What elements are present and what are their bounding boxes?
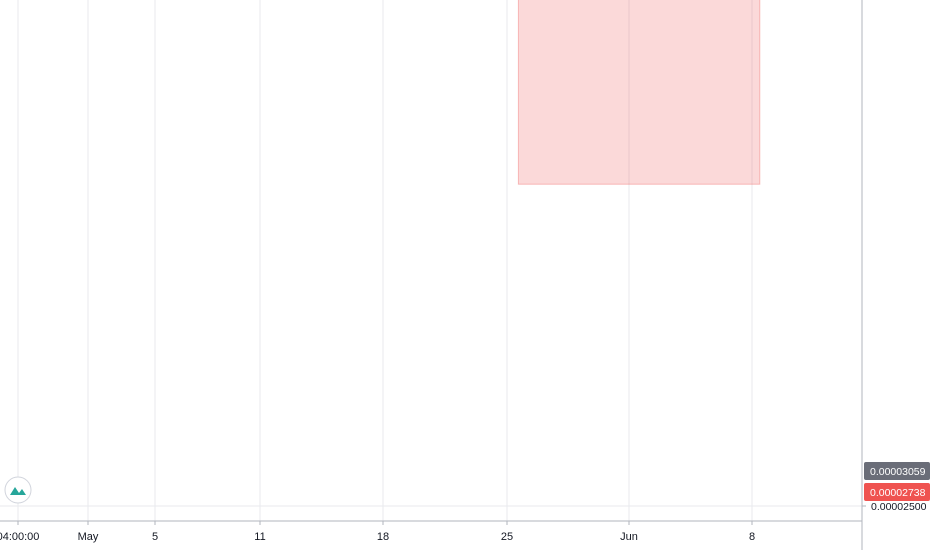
entry-price-badge-bg <box>864 462 930 480</box>
y-tick-label: 0.00002500 <box>871 501 927 513</box>
stop-price-badge-bg <box>864 483 930 501</box>
tradingview-logo-icon[interactable] <box>4 476 32 504</box>
long-position-tool[interactable] <box>0 0 862 185</box>
entry-price-badge-text: 0.00003059 <box>870 466 926 478</box>
grid <box>0 0 862 521</box>
x-tick-label: Jun <box>620 531 638 543</box>
stop-price-badge-text: 0.00002738 <box>870 487 926 499</box>
x-tick-label: May <box>78 531 99 543</box>
x-tick-label: 18 <box>377 531 389 543</box>
logo-circle[interactable] <box>4 476 32 504</box>
position-stop-zone[interactable] <box>517 0 761 185</box>
x-tick-label: 11 <box>254 531 265 543</box>
x-tick-label: 04:00:00 <box>0 531 39 543</box>
logo-mark <box>10 487 26 495</box>
price-labels: 0.000052180.0000308707:560.000030590.000… <box>864 462 930 501</box>
x-tick-label: 8 <box>749 531 755 543</box>
stop-price-badge: 0.00002738 <box>864 483 930 501</box>
entry-price-badge: 0.00003059 <box>864 462 930 480</box>
x-tick-label: 5 <box>152 531 158 543</box>
x-tick-label: 25 <box>501 531 513 543</box>
